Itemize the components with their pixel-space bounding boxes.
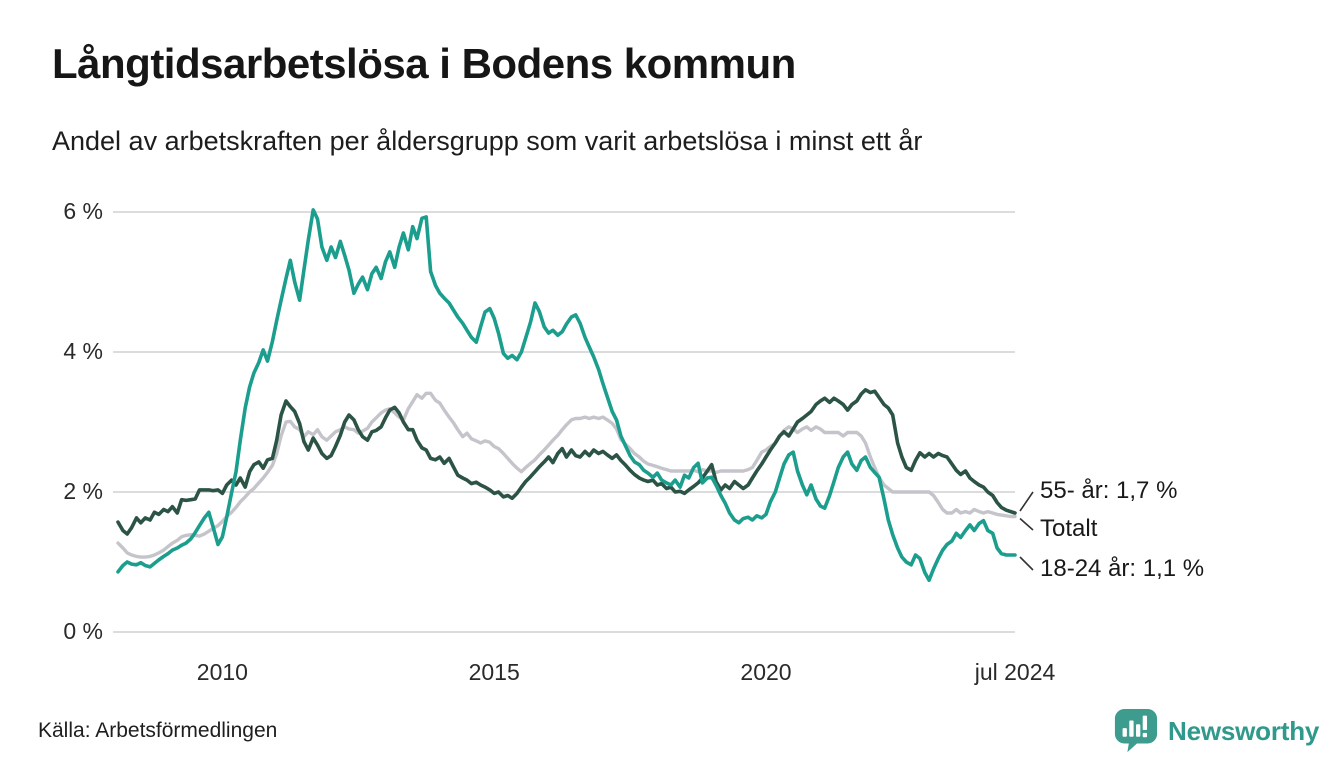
callout-connector — [1019, 556, 1034, 571]
y-tick-label: 4 % — [63, 338, 103, 364]
x-tick-label: 2010 — [196, 659, 248, 685]
newsworthy-brand: Newsworthy — [1113, 706, 1319, 756]
x-tick-label: jul 2024 — [974, 659, 1056, 685]
callout-connector — [1019, 491, 1034, 512]
page-title: Långtidsarbetslösa i Bodens kommun — [52, 40, 796, 87]
x-tick-label: 2020 — [740, 659, 792, 685]
newsworthy-logo-icon — [1114, 708, 1158, 753]
series-end-label: Totalt — [1040, 515, 1098, 542]
y-tick-label: 0 % — [63, 618, 103, 644]
x-tick-label: 2015 — [468, 659, 520, 685]
y-tick-label: 6 % — [63, 198, 103, 224]
series-line-Totalt — [116, 391, 1017, 559]
series-line-18-24år — [116, 208, 1017, 583]
series-end-label: 18-24 år: 1,1 % — [1040, 555, 1205, 582]
series-line-55-år — [116, 387, 1017, 536]
chart-subtitle: Andel av arbetskraften per åldersgrupp s… — [52, 126, 923, 156]
newsworthy-wordmark: Newsworthy — [1168, 715, 1320, 746]
callout-connector — [1019, 517, 1034, 531]
series-end-label: 55- år: 1,7 % — [1040, 477, 1178, 504]
y-tick-label: 2 % — [63, 478, 103, 504]
source-attribution: Källa: Arbetsförmedlingen — [38, 719, 278, 742]
